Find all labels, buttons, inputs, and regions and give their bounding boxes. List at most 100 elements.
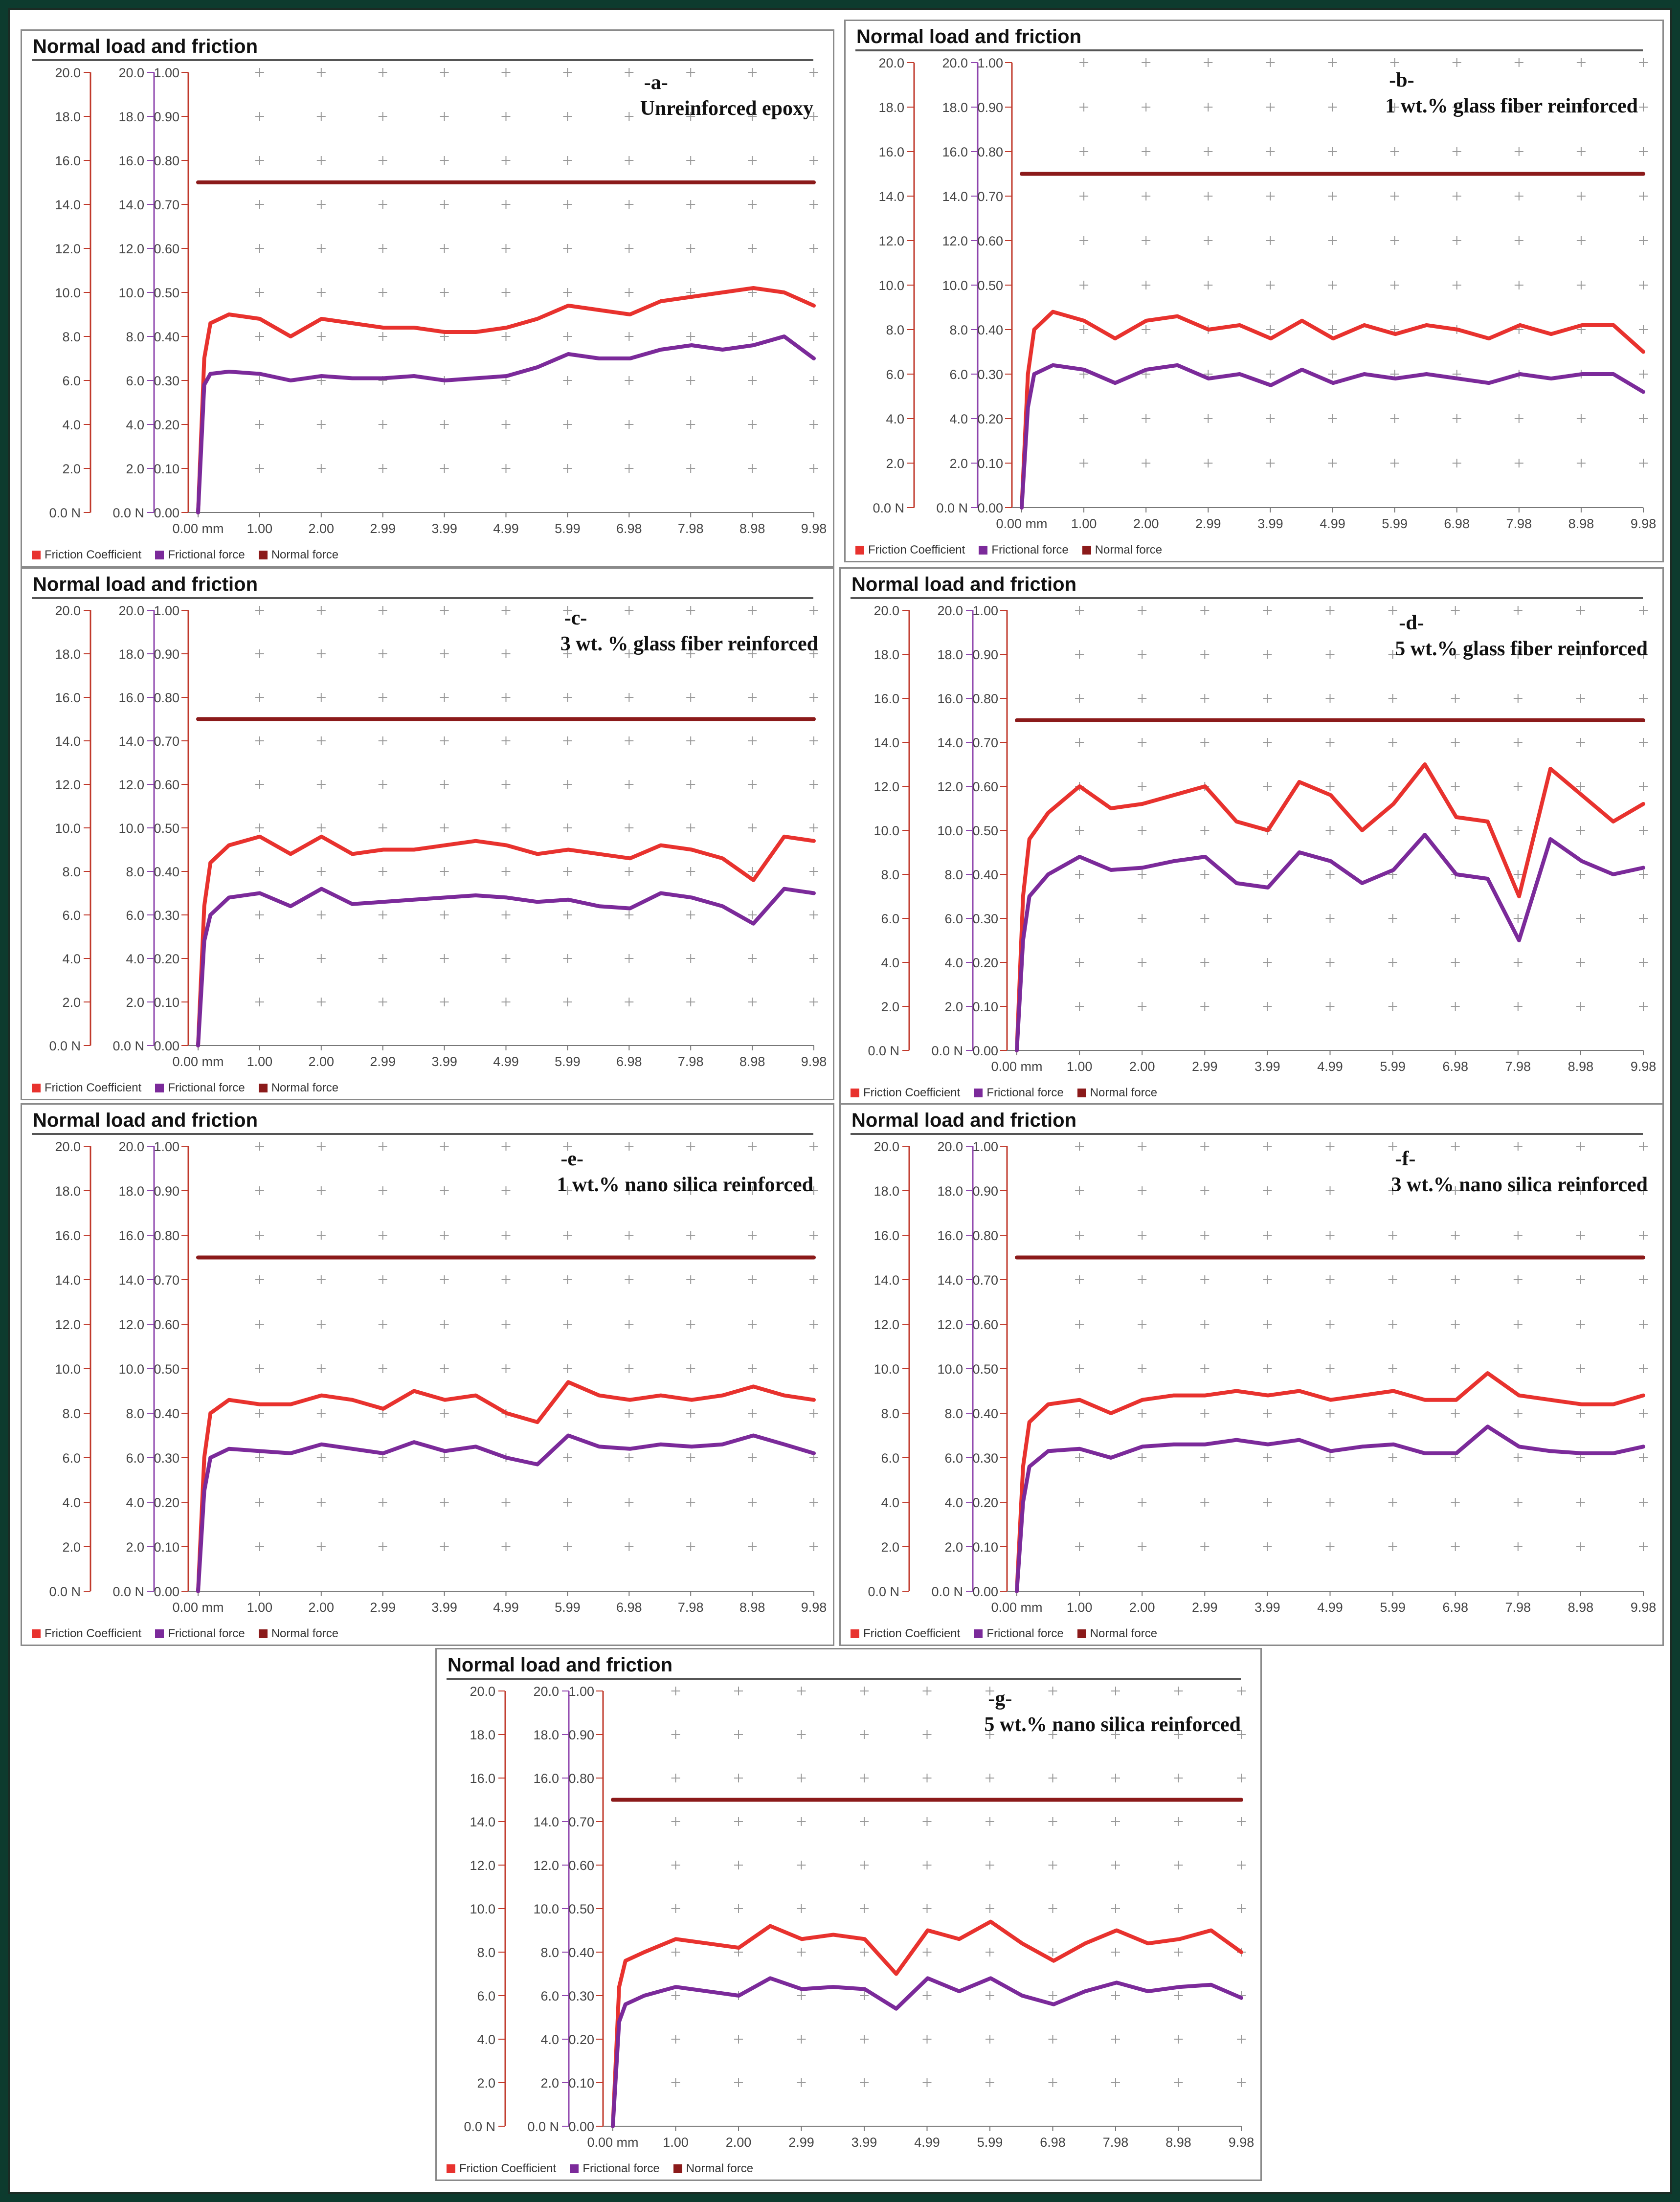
panel-letter: -d- [1399, 612, 1424, 634]
grid-plus-marker [1200, 1498, 1210, 1507]
grid-plus-marker [671, 1774, 680, 1782]
grid-plus-marker [734, 1817, 743, 1826]
grid-plus-marker [255, 464, 264, 473]
grid-plus-marker [378, 823, 387, 832]
y-tick-label-left: 6.0 [886, 367, 904, 382]
grid-plus-marker [1325, 1409, 1335, 1418]
grid-plus-marker [748, 420, 757, 429]
grid-plus-marker [671, 1687, 680, 1695]
series-line-friction-coefficient [1015, 1371, 1645, 1593]
legend-item: Friction Coefficient [447, 2162, 556, 2176]
grid-plus-marker [1237, 2035, 1246, 2044]
grid-plus-marker [440, 998, 449, 1006]
x-tick-label: 5.99 [555, 521, 581, 536]
grid-plus-marker [1325, 914, 1335, 923]
legend-label: Normal force [1095, 543, 1163, 556]
y-tick-label-mid: 12.0 [937, 779, 963, 794]
grid-plus-marker [1237, 1730, 1246, 1739]
grid-plus-marker [1452, 236, 1461, 245]
y-tick-label-cof: 1.00 [568, 1684, 594, 1699]
grid-plus-marker [748, 867, 757, 876]
y-tick-label-left: 14.0 [55, 734, 81, 749]
grid-plus-marker [809, 780, 818, 789]
grid-plus-marker [1576, 1364, 1585, 1373]
grid-plus-marker [1200, 914, 1210, 923]
x-tick-label: 7.98 [678, 521, 704, 536]
grid-plus-marker [255, 1231, 264, 1240]
x-tick-label: 4.99 [1317, 1600, 1343, 1615]
legend-swatch [258, 551, 268, 559]
grid-plus-marker [1639, 826, 1648, 835]
grid-plus-marker [440, 244, 449, 253]
y-tick-label-left: 14.0 [874, 1273, 899, 1288]
legend-label: Normal force [1090, 1627, 1158, 1640]
grid-plus-marker [1048, 2078, 1057, 2087]
grid-plus-marker [797, 1904, 806, 1913]
grid-plus-marker [1639, 958, 1648, 967]
grid-plus-marker [1514, 192, 1523, 200]
grid-plus-marker [440, 736, 449, 745]
x-tick-label: 2.00 [726, 2135, 752, 2150]
grid-plus-marker [809, 867, 818, 876]
legend-swatch [155, 1084, 164, 1092]
grid-plus-marker [671, 1991, 680, 2000]
grid-plus-marker [378, 1142, 387, 1151]
x-tick-label: 1.00 [1067, 1059, 1093, 1074]
panel-annotation: -b- 1 wt.% glass fiber reinforced [1385, 67, 1638, 119]
series-line-friction-coefficient [196, 834, 816, 1047]
panel-letter: -a- [644, 71, 668, 94]
y-tick-label-left: 12.0 [55, 242, 81, 256]
grid-plus-marker [1075, 1186, 1084, 1195]
series-line-frictional-force [611, 1976, 1243, 2128]
legend-item: Normal force [258, 548, 338, 562]
grid-plus-marker [809, 1231, 818, 1240]
grid-plus-marker [1111, 1774, 1120, 1782]
y-tick-label-mid: 16.0 [118, 690, 144, 705]
grid-plus-marker [501, 1498, 511, 1507]
grid-plus-marker [671, 2078, 680, 2087]
grid-plus-marker [563, 1498, 572, 1507]
y-tick-label-mid: 0.0 N [931, 1584, 963, 1599]
grid-plus-marker [986, 1991, 994, 2000]
legend-item: Friction Coefficient [851, 1627, 960, 1641]
grid-plus-marker [748, 1275, 757, 1284]
grid-plus-marker [734, 2035, 743, 2044]
panel-caption: 1 wt.% nano silica reinforced [557, 1173, 813, 1196]
y-tick-label-cof: 0.70 [972, 735, 998, 750]
grid-plus-marker [1075, 1320, 1084, 1329]
legend-item: Frictional force [979, 543, 1069, 557]
series-line-frictional-force [196, 1433, 816, 1593]
grid-plus-marker [986, 2035, 994, 2044]
grid-plus-marker [1075, 650, 1084, 659]
chart-title: Normal load and friction [33, 36, 258, 57]
y-tick-label-cof: 0.30 [977, 367, 1003, 382]
grid-plus-marker [1142, 147, 1151, 156]
grid-plus-marker [1266, 414, 1275, 423]
grid-plus-marker [625, 200, 634, 209]
y-tick-label-cof: 0.80 [568, 1771, 594, 1786]
grid-plus-marker [686, 823, 695, 832]
grid-plus-marker [501, 1231, 511, 1240]
y-tick-label-mid: 0.0 N [112, 1039, 144, 1053]
panel-annotation: -e- 1 wt.% nano silica reinforced [557, 1146, 813, 1198]
grid-plus-marker [563, 464, 572, 473]
grid-plus-marker [1639, 914, 1648, 923]
grid-plus-marker [1514, 103, 1523, 111]
x-tick-label: 2.00 [309, 1600, 335, 1615]
grid-plus-marker [1451, 1320, 1460, 1329]
legend-item: Normal force [1077, 1627, 1157, 1641]
grid-plus-marker [1639, 1453, 1648, 1462]
y-tick-label-cof: 0.90 [972, 1184, 998, 1199]
y-tick-label-cof: 0.90 [977, 100, 1003, 115]
grid-plus-marker [1388, 1320, 1397, 1329]
chart-panel-g: Normal load and friction 20.0 20.0 1.00 18.… [435, 1648, 1262, 2181]
y-tick-label-mid: 18.0 [533, 1728, 559, 1742]
y-tick-label-left: 6.0 [62, 908, 81, 923]
y-tick-label-left: 0.0 N [49, 1039, 81, 1053]
grid-plus-marker [1639, 1320, 1648, 1329]
grid-plus-marker [625, 464, 634, 473]
grid-plus-marker [922, 1861, 932, 1869]
grid-plus-marker [1390, 459, 1399, 467]
grid-plus-marker [563, 156, 572, 165]
y-tick-label-mid: 4.0 [944, 956, 963, 970]
